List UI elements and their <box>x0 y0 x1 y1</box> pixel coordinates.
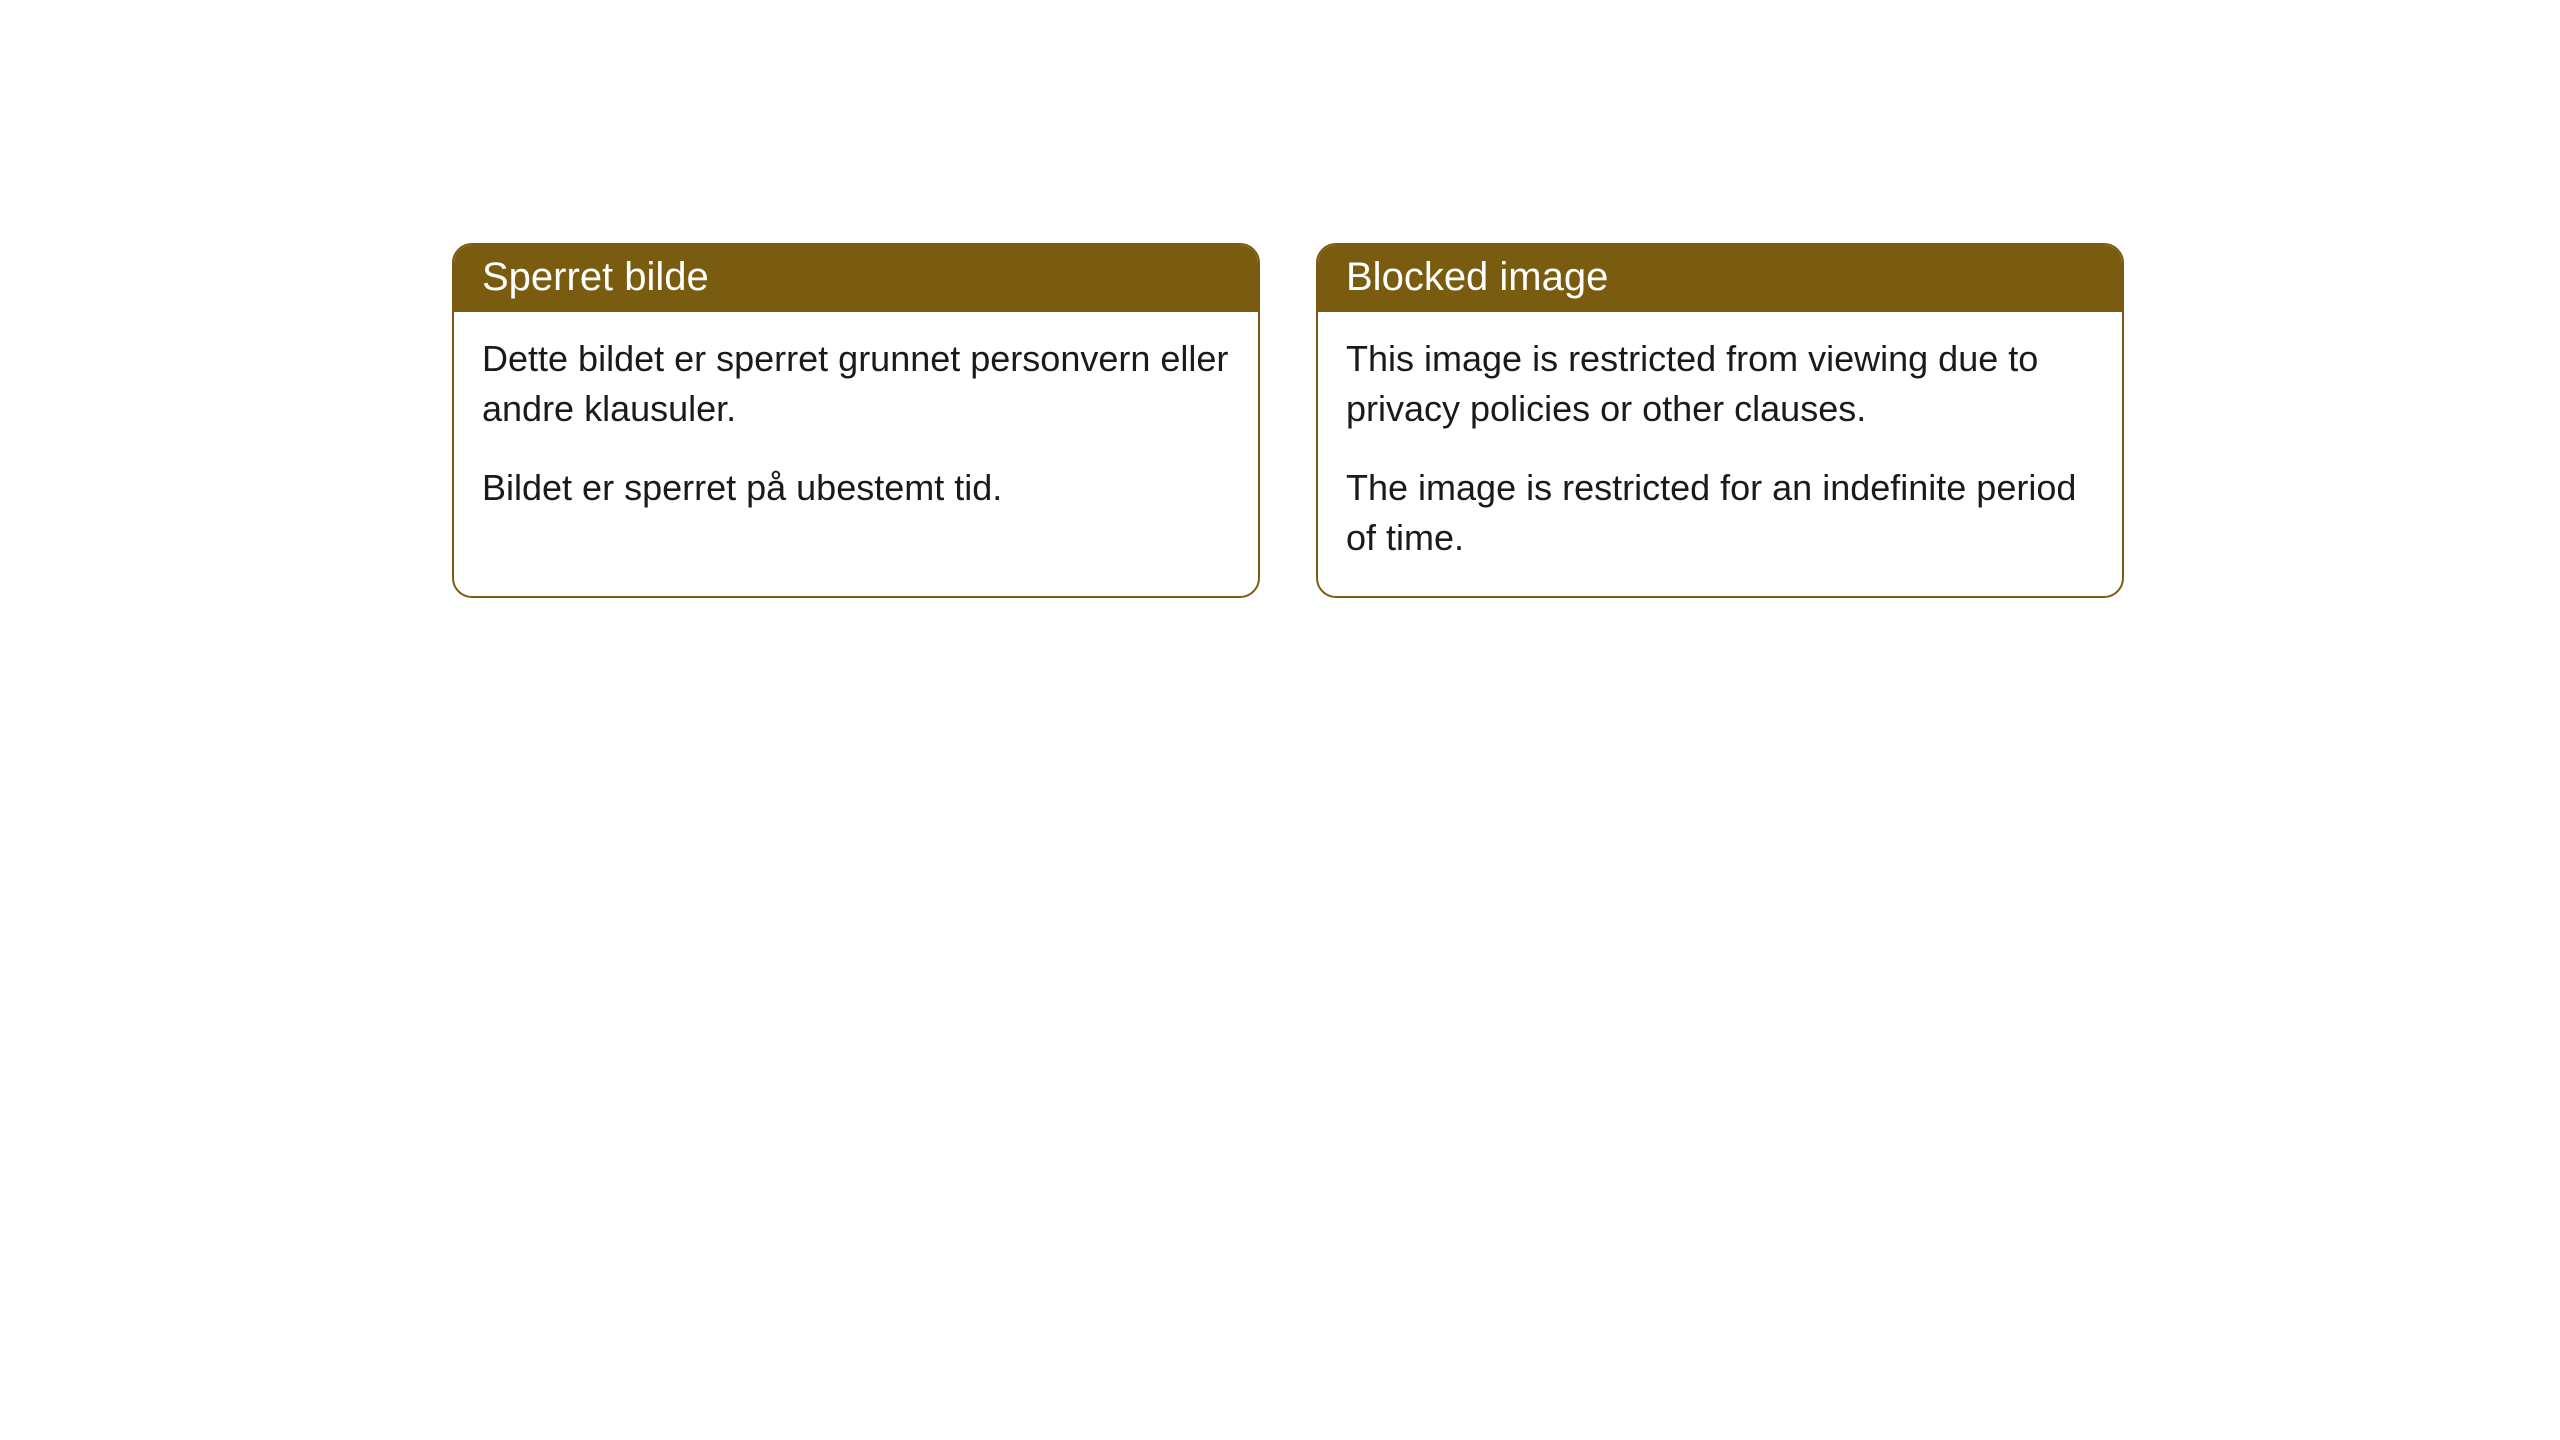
blocked-image-card-norwegian: Sperret bilde Dette bildet er sperret gr… <box>452 243 1260 598</box>
cards-container: Sperret bilde Dette bildet er sperret gr… <box>452 243 2124 598</box>
card-header: Sperret bilde <box>454 245 1258 312</box>
card-header: Blocked image <box>1318 245 2122 312</box>
card-body: Dette bildet er sperret grunnet personve… <box>454 312 1258 545</box>
card-paragraph-1: This image is restricted from viewing du… <box>1346 334 2094 435</box>
card-paragraph-2: The image is restricted for an indefinit… <box>1346 463 2094 564</box>
card-paragraph-2: Bildet er sperret på ubestemt tid. <box>482 463 1230 513</box>
card-body: This image is restricted from viewing du… <box>1318 312 2122 596</box>
blocked-image-card-english: Blocked image This image is restricted f… <box>1316 243 2124 598</box>
card-paragraph-1: Dette bildet er sperret grunnet personve… <box>482 334 1230 435</box>
